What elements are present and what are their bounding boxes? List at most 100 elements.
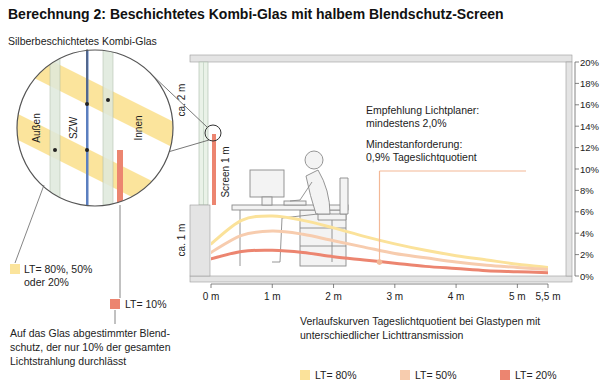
keyboard — [284, 201, 306, 205]
annotation-leader — [379, 171, 380, 262]
layer-label: Außen — [31, 113, 42, 142]
y-tick-label: 2% — [580, 249, 594, 260]
light-beam — [10, 110, 190, 226]
y-tick — [575, 83, 579, 84]
y-tick — [575, 126, 579, 127]
y-tick — [575, 190, 579, 191]
note: Auf das Glas abgestimmter Blend- — [10, 327, 170, 339]
ceiling — [190, 55, 572, 62]
legend-label: oder 20% — [24, 276, 69, 288]
x-tick — [456, 284, 457, 288]
glass-label: Silberbeschichtetes Kombi-Glas — [8, 35, 157, 47]
x-tick — [394, 284, 395, 288]
window — [199, 62, 208, 205]
x-tick-label: 2 m — [325, 291, 342, 302]
legend-label: LT= 10% — [125, 298, 167, 310]
person-at-desk — [232, 151, 348, 266]
y-tick-label: 14% — [580, 121, 600, 132]
window-pane — [203, 62, 204, 205]
back-wall — [566, 62, 572, 276]
y-tick — [575, 233, 579, 234]
layer-dot — [106, 98, 110, 102]
x-tick-label: 4 m — [448, 291, 465, 302]
legend-leader — [120, 205, 121, 298]
lens-outline — [17, 50, 173, 206]
note: Lichtstrahlung durchlässt — [10, 355, 126, 367]
desk-leg — [240, 210, 241, 266]
annotation: Empfehlung Lichtplaner: — [366, 104, 479, 116]
x-tick-label: 5,5 m — [535, 291, 560, 302]
layer-dot — [85, 102, 89, 106]
y-tick — [575, 169, 579, 170]
head — [305, 151, 323, 169]
y-tick-label: 12% — [580, 142, 600, 153]
lens-connector — [168, 140, 209, 152]
detail-marker — [205, 125, 221, 141]
screen — [212, 134, 216, 205]
torso — [306, 170, 330, 214]
title: Berechnung 2: Beschichtetes Kombi-Glas m… — [8, 6, 504, 22]
note: schutz, der nur 10% der gesamten — [10, 341, 171, 353]
x-tick — [548, 284, 549, 288]
annotation-point — [377, 259, 383, 265]
subtitle: Verlaufskurven Tageslichtquotient bei Gl… — [300, 315, 540, 327]
legend-label: LT= 80% — [315, 369, 357, 381]
annotation: 0,9% Tageslichtquotient — [366, 151, 477, 163]
y-tick-label: 10% — [580, 164, 600, 175]
glass-leader — [87, 49, 88, 104]
diagram: Berechnung 2: Beschichtetes Kombi-Glas m… — [0, 0, 600, 389]
x-tick-label: 3 m — [386, 291, 403, 302]
x-axis — [211, 284, 548, 285]
y-tick — [575, 104, 579, 105]
x-tick-label: 5 m — [509, 291, 526, 302]
x-tick-label: 0 m — [203, 291, 220, 302]
y-tick-label: 6% — [580, 206, 594, 217]
annotation-leader — [380, 170, 527, 171]
y-tick-label: 16% — [580, 99, 600, 110]
layer-label: SZW — [68, 116, 79, 139]
inner-pane — [103, 40, 113, 220]
y-tick-label: 8% — [580, 185, 594, 196]
y-tick — [575, 211, 579, 212]
silver-coating — [86, 40, 89, 220]
background — [0, 0, 600, 389]
x-tick — [272, 284, 273, 288]
legend-label: LT= 50% — [415, 369, 457, 381]
legend-label: LT= 20% — [515, 369, 557, 381]
note-leader — [115, 310, 116, 324]
layer-dot — [53, 148, 57, 152]
legend-swatch — [110, 299, 120, 309]
dimension-label: Screen 1 m — [220, 146, 231, 197]
floor — [190, 276, 572, 282]
y-tick — [575, 62, 579, 63]
dimension-label: ca. 2 m — [176, 84, 187, 117]
monitor — [250, 170, 284, 197]
dimension-label: ca. 1 m — [176, 224, 187, 257]
y-tick-label: 20% — [580, 57, 600, 68]
x-tick — [517, 284, 518, 288]
legend-swatch — [300, 370, 310, 380]
drawer-line — [300, 246, 346, 247]
y-tick — [575, 254, 579, 255]
parapet — [190, 205, 210, 276]
chair-back — [340, 178, 348, 214]
y-tick-label: 0% — [580, 271, 594, 282]
layer-label: Innen — [133, 115, 144, 140]
y-tick-label: 4% — [580, 228, 594, 239]
light-beam — [10, 40, 190, 156]
legend-swatch — [400, 370, 410, 380]
desk-top — [232, 205, 348, 210]
x-tick-label: 1 m — [264, 291, 281, 302]
x-tick — [333, 284, 334, 288]
x-tick — [211, 284, 212, 288]
arm — [290, 182, 312, 201]
monitor-stand — [262, 197, 272, 205]
subtitle: unterschiedlicher Lichttransmission — [300, 329, 464, 341]
glass-detail — [10, 40, 190, 226]
legend-leader — [15, 185, 44, 263]
legend-swatch — [10, 264, 20, 274]
annotation: Mindestanforderung: — [366, 138, 462, 150]
chair-seat — [318, 214, 346, 220]
legend-label: LT= 80%, 50% — [24, 263, 92, 275]
layer-dot — [85, 148, 89, 152]
